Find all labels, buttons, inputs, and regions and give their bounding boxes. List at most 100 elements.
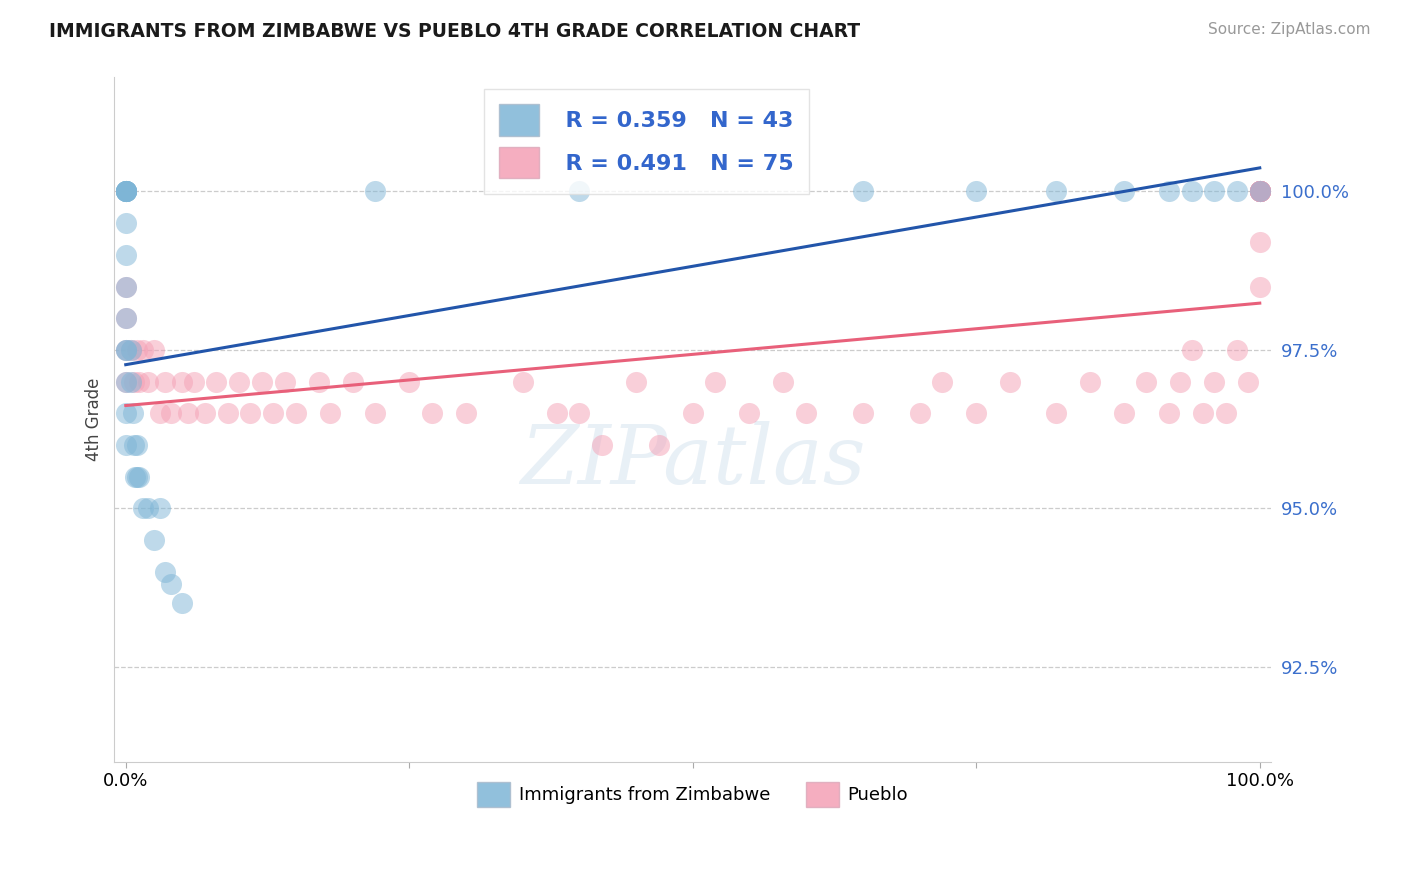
Point — [1249, 185, 1271, 199]
Point — [364, 185, 387, 199]
Point — [114, 311, 136, 326]
Point — [1249, 185, 1271, 199]
Point — [512, 375, 534, 389]
Point — [128, 375, 150, 389]
Point — [121, 406, 143, 420]
Point — [114, 185, 136, 199]
Point — [1249, 235, 1271, 250]
Point — [772, 375, 794, 389]
Point — [738, 406, 761, 420]
Y-axis label: 4th Grade: 4th Grade — [86, 378, 103, 461]
Point — [127, 438, 149, 452]
Text: IMMIGRANTS FROM ZIMBABWE VS PUEBLO 4TH GRADE CORRELATION CHART: IMMIGRANTS FROM ZIMBABWE VS PUEBLO 4TH G… — [49, 22, 860, 41]
Point — [1192, 406, 1215, 420]
Point — [648, 438, 671, 452]
Point — [1249, 185, 1271, 199]
Point — [127, 343, 149, 357]
Legend: Immigrants from Zimbabwe, Pueblo: Immigrants from Zimbabwe, Pueblo — [470, 774, 915, 814]
Point — [217, 406, 239, 420]
Point — [794, 406, 817, 420]
Point — [114, 311, 136, 326]
Point — [114, 185, 136, 199]
Point — [1112, 406, 1135, 420]
Point — [931, 375, 953, 389]
Point — [122, 375, 145, 389]
Point — [160, 577, 183, 591]
Point — [114, 185, 136, 199]
Point — [149, 501, 172, 516]
Point — [1181, 343, 1204, 357]
Point — [132, 343, 155, 357]
Point — [1249, 279, 1271, 293]
Point — [454, 406, 477, 420]
Text: ZIPatlas: ZIPatlas — [520, 421, 866, 500]
Point — [965, 406, 987, 420]
Point — [114, 438, 136, 452]
Point — [1249, 185, 1271, 199]
Point — [398, 375, 420, 389]
Point — [114, 279, 136, 293]
Point — [1045, 406, 1067, 420]
Point — [250, 375, 273, 389]
Point — [1045, 185, 1067, 199]
Point — [546, 406, 568, 420]
Point — [172, 596, 194, 610]
Point — [155, 565, 177, 579]
Point — [228, 375, 250, 389]
Point — [114, 343, 136, 357]
Point — [1000, 375, 1022, 389]
Point — [114, 406, 136, 420]
Point — [143, 533, 166, 547]
Point — [273, 375, 295, 389]
Point — [160, 406, 183, 420]
Point — [1181, 185, 1204, 199]
Point — [1237, 375, 1260, 389]
Point — [319, 406, 342, 420]
Point — [1215, 406, 1237, 420]
Point — [1170, 375, 1192, 389]
Point — [128, 469, 150, 483]
Point — [624, 375, 647, 389]
Text: Source: ZipAtlas.com: Source: ZipAtlas.com — [1208, 22, 1371, 37]
Point — [114, 248, 136, 262]
Point — [1157, 406, 1180, 420]
Point — [1249, 185, 1271, 199]
Point — [704, 375, 727, 389]
Point — [852, 406, 875, 420]
Point — [138, 375, 160, 389]
Point — [114, 185, 136, 199]
Point — [177, 406, 200, 420]
Point — [364, 406, 387, 420]
Point — [120, 375, 142, 389]
Point — [120, 343, 142, 357]
Point — [239, 406, 262, 420]
Point — [114, 343, 136, 357]
Point — [591, 438, 613, 452]
Point — [1249, 185, 1271, 199]
Point — [114, 185, 136, 199]
Point — [114, 185, 136, 199]
Point — [122, 438, 145, 452]
Point — [1078, 375, 1101, 389]
Point — [114, 343, 136, 357]
Point — [194, 406, 217, 420]
Point — [1204, 185, 1226, 199]
Point — [124, 469, 146, 483]
Point — [1204, 375, 1226, 389]
Point — [568, 185, 591, 199]
Point — [420, 406, 443, 420]
Point — [1157, 185, 1180, 199]
Point — [172, 375, 194, 389]
Point — [1226, 185, 1249, 199]
Point — [682, 406, 704, 420]
Point — [568, 406, 591, 420]
Point — [114, 375, 136, 389]
Point — [183, 375, 205, 389]
Point — [1249, 185, 1271, 199]
Point — [155, 375, 177, 389]
Point — [1135, 375, 1157, 389]
Point — [114, 375, 136, 389]
Point — [1249, 185, 1271, 199]
Point — [342, 375, 364, 389]
Point — [114, 185, 136, 199]
